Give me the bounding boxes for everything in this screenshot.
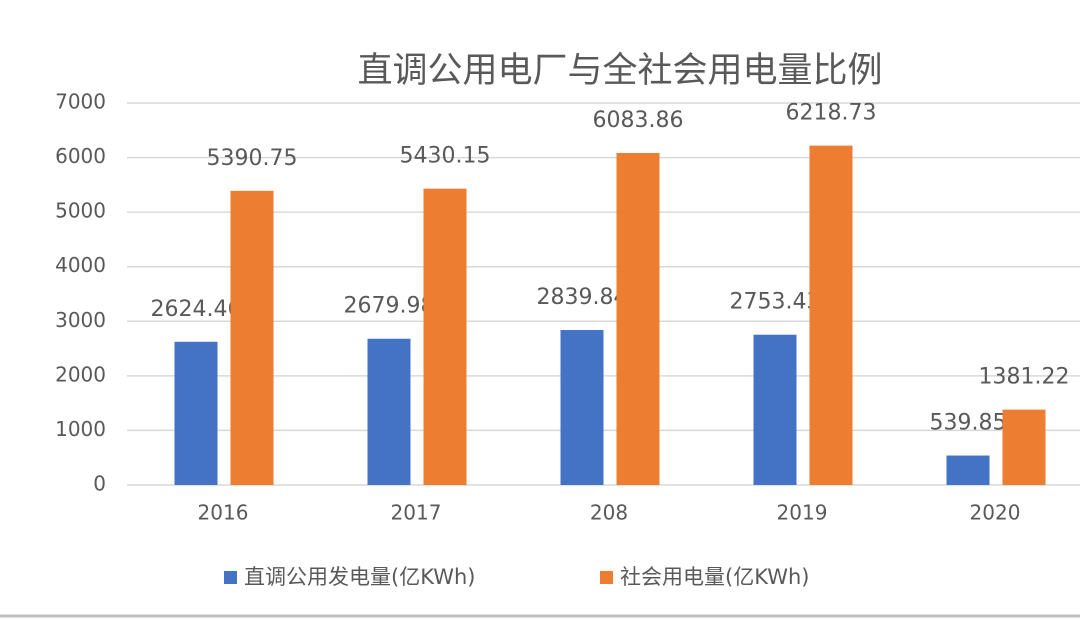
data-label: 2753.43 [730, 290, 821, 315]
data-label: 2679.98 [344, 294, 435, 319]
bar [230, 190, 274, 485]
data-label: 2624.46 [151, 297, 242, 322]
data-label: 6218.73 [786, 101, 877, 126]
x-tick-label: 2016 [198, 501, 249, 525]
legend-label: 社会用电量(亿KWh) [620, 565, 809, 589]
y-tick-label: 6000 [55, 144, 106, 168]
y-tick-label: 0 [93, 472, 106, 496]
x-tick-label: 2020 [970, 501, 1021, 525]
x-tick-label: 2019 [777, 501, 828, 525]
x-tick-label: 208 [590, 501, 628, 525]
data-label: 6083.86 [593, 108, 684, 133]
y-tick-label: 4000 [55, 253, 106, 277]
data-label: 2839.84 [537, 285, 628, 310]
y-tick-label: 3000 [55, 308, 106, 332]
data-label: 5390.75 [207, 146, 298, 171]
bar [753, 334, 797, 485]
bar [809, 145, 853, 486]
bar [560, 330, 604, 485]
data-label: 5430.15 [400, 144, 491, 169]
data-label: 539.85 [930, 411, 1007, 436]
bar [946, 455, 990, 485]
y-tick-label: 2000 [55, 362, 106, 386]
legend-swatch [600, 571, 613, 584]
bar [174, 341, 218, 485]
x-tick-label: 2017 [391, 501, 442, 525]
y-tick-label: 1000 [55, 417, 106, 441]
bar [1002, 409, 1046, 485]
bar [616, 152, 660, 486]
chart-title: 直调公用电厂与全社会用电量比例 [357, 51, 882, 91]
legend-swatch [224, 571, 237, 584]
y-tick-label: 7000 [55, 90, 106, 114]
legend-label: 直调公用发电量(亿KWh) [244, 565, 475, 589]
bar [423, 188, 467, 486]
y-tick-label: 5000 [55, 199, 106, 223]
data-label: 1381.22 [979, 365, 1070, 390]
bar [367, 338, 411, 485]
